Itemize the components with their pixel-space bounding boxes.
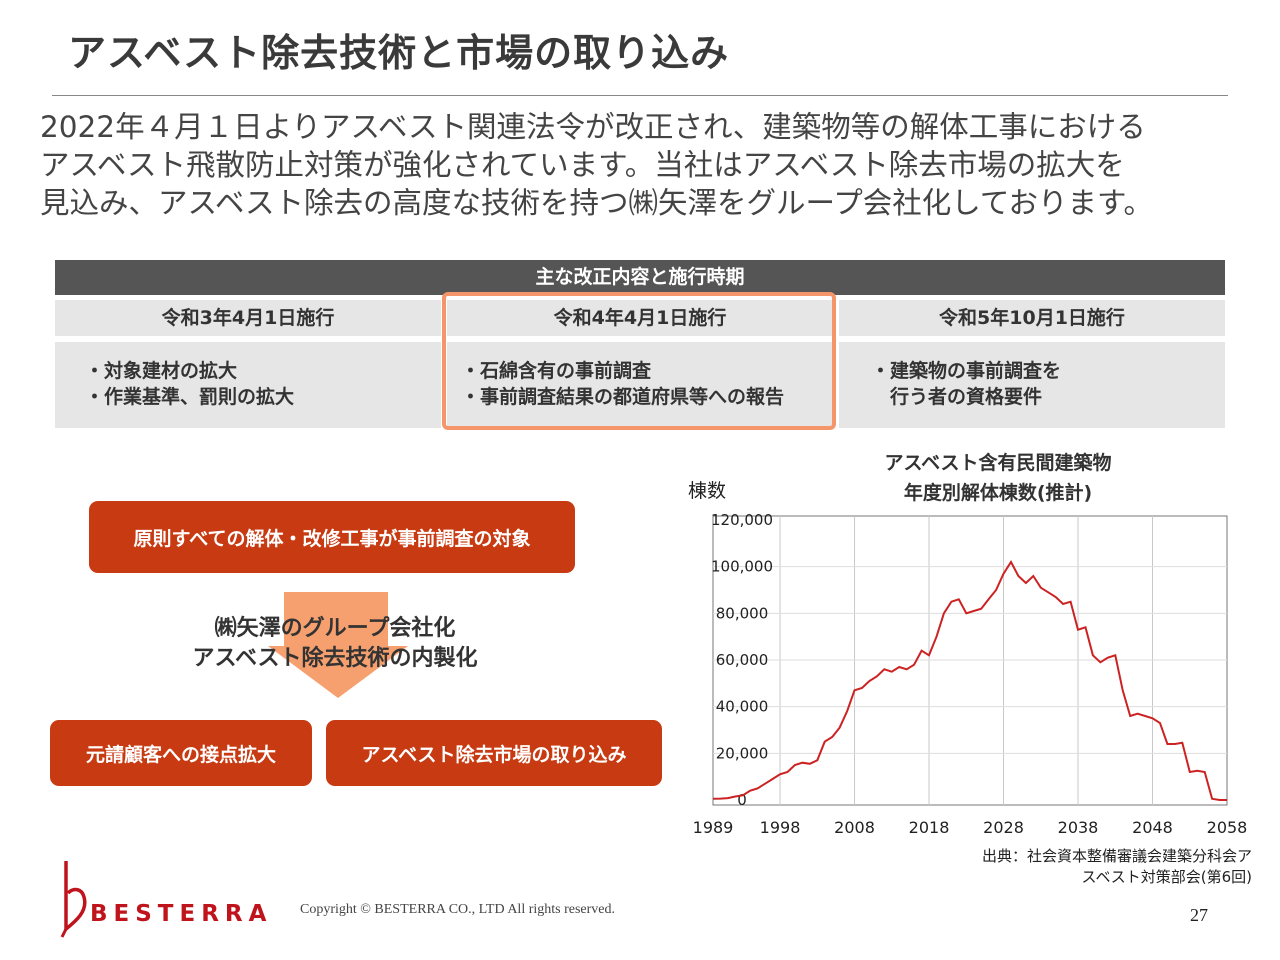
column-heading-r5: 令和5年10月1日施行: [839, 300, 1225, 336]
customer-contact-box: 元請顧客への接点拡大: [50, 720, 312, 786]
revision-table-header: 主な改正内容と施行時期: [55, 260, 1225, 295]
intro-paragraph: 2022年４月１日よりアスベスト関連法令が改正され、建築物等の解体工事における …: [40, 108, 1270, 222]
y-tick-label: 80,000: [716, 604, 769, 622]
prior-survey-box: 原則すべての解体・改修工事が事前調査の対象: [89, 501, 575, 573]
intro-line: アスベスト飛散防止対策が強化されています。当社はアスベスト除去市場の拡大を: [40, 148, 1125, 182]
source-line: スベスト対策部会(第6回): [1081, 868, 1253, 886]
revision-item: ・石綿含有の事前調査: [461, 360, 652, 382]
chart-title-line: 年度別解体棟数(推計): [904, 481, 1092, 504]
title-divider: [52, 95, 1228, 96]
column-body-r5: ・建築物の事前調査を 行う者の資格要件: [839, 342, 1225, 428]
page-title: アスベスト除去技術と市場の取り込み: [68, 31, 730, 75]
y-tick-label: 120,000: [711, 511, 773, 529]
arrow-caption-line: アスベスト除去技術の内製化: [192, 646, 478, 671]
logo-text: BESTERRA: [90, 901, 272, 927]
column-heading-r4: 令和4年4月1日施行: [447, 300, 833, 336]
series-line: [712, 560, 1227, 801]
x-tick-label: 1998: [760, 818, 801, 837]
column-body-r4: ・石綿含有の事前調査 ・事前調査結果の都道府県等への報告: [447, 342, 833, 428]
x-tick-label: 2058: [1207, 818, 1248, 837]
x-tick-label: 1989: [693, 818, 734, 837]
arrow-caption-line: ㈱矢澤のグループ会社化: [214, 616, 456, 641]
source-line: 出典：社会資本整備審議会建築分科会ア: [981, 847, 1252, 865]
x-tick-label: 2048: [1132, 818, 1173, 837]
x-tick-label: 2028: [983, 818, 1024, 837]
besterra-logo: BESTERRA: [60, 861, 272, 938]
y-tick-label: 40,000: [716, 698, 769, 716]
y-tick-label: 0: [737, 791, 747, 809]
intro-line: 2022年４月１日よりアスベスト関連法令が改正され、建築物等の解体工事における: [40, 110, 1146, 144]
demolition-chart: アスベスト含有民間建築物 年度別解体棟数(推計) 棟数 0 20,000 40,00…: [688, 451, 1248, 837]
highlight-frame: [442, 292, 836, 430]
x-tick-labels: 1989 1998 2008 2018 2028 2038 2048 2058: [693, 818, 1248, 837]
revision-item: 行う者の資格要件: [871, 386, 1043, 408]
y-tick-label: 100,000: [711, 558, 773, 576]
x-tick-label: 2038: [1058, 818, 1099, 837]
arrow-caption: ㈱矢澤のグループ会社化 アスベスト除去技術の内製化: [150, 614, 520, 674]
down-arrow-shaft: [284, 592, 388, 647]
revision-item: ・作業基準、罰則の拡大: [85, 386, 295, 408]
revision-item: ・事前調査結果の都道府県等への報告: [461, 386, 785, 408]
grid: [713, 516, 1227, 805]
column-heading-r3: 令和3年4月1日施行: [55, 300, 441, 336]
revision-item: ・建築物の事前調査を: [871, 360, 1062, 382]
y-tick-labels: 0 20,000 40,000 60,000 80,000 100,000 120,000: [711, 511, 773, 809]
revision-item: ・対象建材の拡大: [85, 360, 238, 382]
intro-line: 見込み、アスベスト除去の高度な技術を持つ㈱矢澤をグループ会社化しております。: [40, 186, 1154, 220]
y-axis-label: 棟数: [688, 480, 726, 502]
market-capture-box: アスベスト除去市場の取り込み: [326, 720, 662, 786]
y-tick-label: 20,000: [716, 744, 769, 762]
down-arrow-icon: [268, 646, 408, 698]
logo-mark-icon: [64, 861, 87, 933]
x-tick-label: 2008: [834, 818, 875, 837]
x-tick-label: 2018: [909, 818, 950, 837]
source-note: 出典：社会資本整備審議会建築分科会ア スベスト対策部会(第6回): [900, 846, 1252, 888]
page-number: 27: [1190, 905, 1208, 925]
y-tick-label: 60,000: [716, 651, 769, 669]
copyright-text: Copyright © BESTERRA CO., LTD All rights…: [300, 902, 616, 917]
column-body-r3: ・対象建材の拡大 ・作業基準、罰則の拡大: [55, 342, 441, 428]
chart-title-line: アスベスト含有民間建築物: [884, 451, 1111, 474]
